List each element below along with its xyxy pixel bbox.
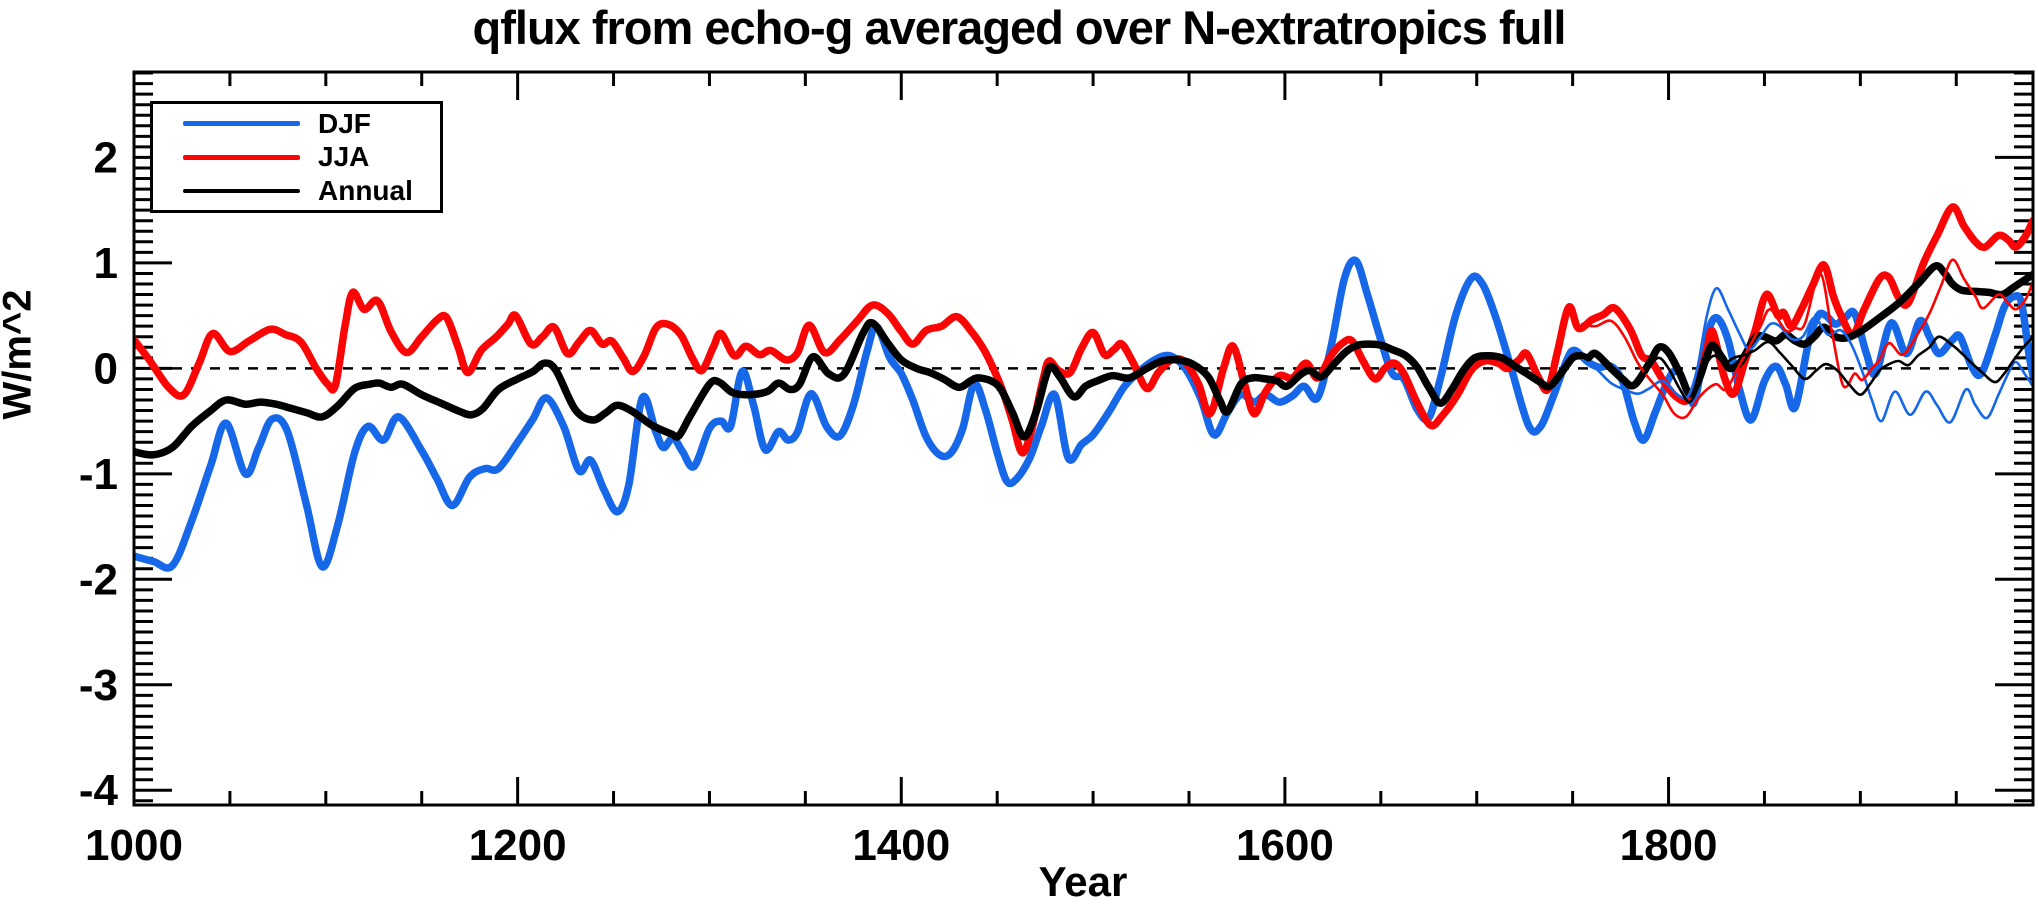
series-line-djf xyxy=(134,256,2033,572)
x-tick-label: 1800 xyxy=(1620,821,1718,870)
y-tick-label: 2 xyxy=(94,133,118,182)
series-line-annual-thin- xyxy=(1580,335,2033,404)
legend-row-djf: DJF xyxy=(153,108,440,140)
legend: DJF JJA Annual xyxy=(150,101,443,213)
y-tick-label: -1 xyxy=(79,450,118,499)
legend-row-jja: JJA xyxy=(153,141,440,173)
y-axis-title: W/m^2 xyxy=(0,289,40,420)
y-tick-label: -4 xyxy=(79,766,119,815)
y-tick-label: -2 xyxy=(79,555,118,604)
x-tick-label: 1400 xyxy=(852,821,950,870)
plot-frame xyxy=(132,70,2035,807)
x-tick-label: 1600 xyxy=(1236,821,1334,870)
x-tick-label: 1200 xyxy=(469,821,567,870)
axis-ticks xyxy=(132,71,2033,805)
chart-title: qflux from echo-g averaged over N-extrat… xyxy=(472,1,1567,54)
djf-line-swatch xyxy=(183,121,300,126)
x-tick-label: 1000 xyxy=(85,821,183,870)
series-line-annual xyxy=(134,262,2033,459)
y-tick-label: 0 xyxy=(94,344,118,393)
y-tick-label: -3 xyxy=(79,661,118,710)
legend-label-jja: JJA xyxy=(318,141,370,172)
x-axis-title: Year xyxy=(1038,858,1128,905)
legend-label-djf: DJF xyxy=(318,107,371,139)
series-group xyxy=(134,203,2033,572)
series-line-jja-thin- xyxy=(1580,258,2033,420)
series-line-djf-thin- xyxy=(1580,286,2033,424)
legend-row-annual: Annual xyxy=(153,175,440,207)
annual-line-swatch xyxy=(183,188,300,193)
y-tick-label: 1 xyxy=(94,239,118,288)
legend-label-annual: Annual xyxy=(318,174,413,206)
jja-line-swatch xyxy=(183,154,300,160)
